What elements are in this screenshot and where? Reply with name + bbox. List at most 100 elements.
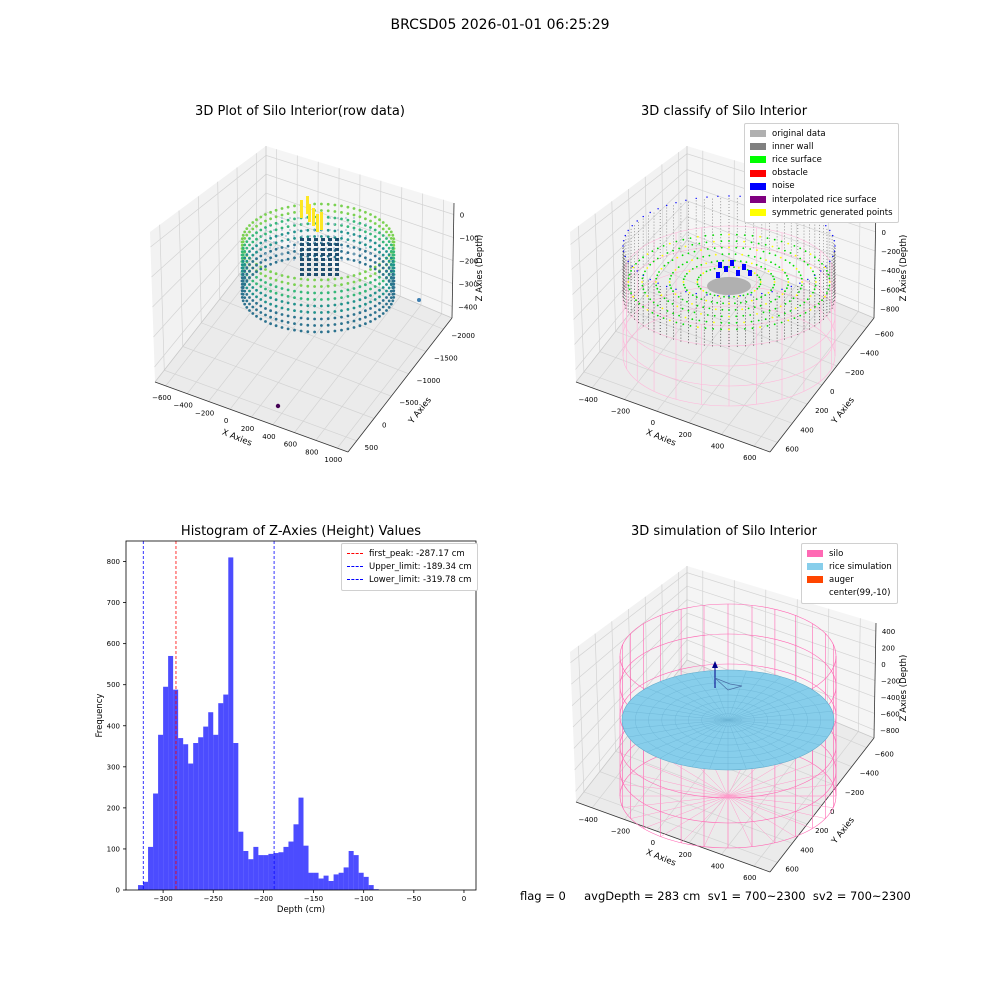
histogram-bar bbox=[143, 881, 149, 890]
rice-surface-point bbox=[668, 319, 671, 322]
rice-surface-point bbox=[632, 266, 635, 269]
raw-point bbox=[385, 243, 388, 247]
raw-point bbox=[333, 316, 337, 320]
noise-point bbox=[685, 291, 687, 293]
z-tick-label: 0 bbox=[882, 229, 886, 237]
rice-surface-point bbox=[666, 252, 669, 254]
raw-point bbox=[241, 253, 245, 257]
raw-point bbox=[269, 315, 272, 319]
raw-point bbox=[369, 229, 371, 231]
rice-surface-point bbox=[750, 241, 753, 244]
raw-point bbox=[392, 282, 396, 286]
rice-surface-point bbox=[656, 314, 659, 317]
noise-point bbox=[790, 285, 792, 288]
raw-point bbox=[326, 278, 330, 282]
x-tick-label: −100 bbox=[354, 895, 373, 903]
raw-point bbox=[259, 254, 263, 258]
raw-point bbox=[255, 237, 258, 241]
rice-surface-point bbox=[681, 298, 684, 301]
histogram-bar bbox=[178, 738, 184, 890]
rice-surface-point bbox=[795, 267, 798, 270]
rice-surface-point bbox=[684, 245, 687, 248]
raw-point bbox=[248, 224, 251, 227]
raw-point bbox=[392, 237, 396, 241]
raw-point bbox=[280, 226, 284, 230]
raw-point bbox=[241, 285, 245, 289]
silo-wire bbox=[727, 763, 813, 797]
noise-point bbox=[631, 225, 633, 227]
histogram-bar bbox=[168, 655, 174, 890]
auger-marker bbox=[712, 661, 718, 668]
raw-point bbox=[326, 310, 330, 314]
raw-point bbox=[320, 298, 323, 301]
raw-point bbox=[243, 282, 247, 286]
raw-point bbox=[306, 228, 310, 232]
raw-point bbox=[240, 282, 244, 286]
rice-mesh bbox=[727, 719, 747, 770]
rice-surface-point bbox=[759, 235, 761, 238]
raw-point bbox=[293, 276, 296, 280]
noise-point bbox=[833, 240, 836, 242]
raw-point bbox=[307, 268, 311, 271]
rice-surface-point bbox=[688, 270, 691, 273]
rice-surface-point bbox=[695, 296, 698, 299]
rice-surface-point bbox=[770, 300, 772, 303]
rice-surface-point bbox=[728, 259, 730, 262]
raw-point bbox=[281, 253, 283, 255]
raw-point bbox=[314, 268, 318, 271]
rice-surface-point bbox=[720, 321, 723, 324]
raw-point bbox=[300, 258, 304, 261]
rice-surface-point bbox=[757, 242, 760, 245]
silo-wire bbox=[630, 795, 729, 819]
rice-surface-point bbox=[753, 306, 756, 309]
noise-point bbox=[717, 195, 719, 197]
raw-point bbox=[240, 292, 244, 296]
rice-surface-point bbox=[736, 328, 738, 331]
rice-surface-point bbox=[674, 293, 677, 295]
raw-point bbox=[364, 243, 367, 247]
raw-point bbox=[313, 229, 315, 231]
rice-mesh bbox=[727, 719, 765, 768]
z-tick-label: −800 bbox=[880, 727, 899, 735]
raw-point bbox=[340, 289, 343, 293]
silo-wire bbox=[727, 795, 813, 829]
raw-point bbox=[333, 223, 335, 225]
raw-point bbox=[320, 304, 323, 308]
raw-point bbox=[387, 293, 391, 296]
rice-surface-point bbox=[756, 313, 758, 315]
raw-point bbox=[251, 292, 255, 296]
raw-point bbox=[280, 319, 284, 323]
raw-point bbox=[269, 302, 272, 306]
rice-surface-point bbox=[779, 256, 782, 259]
raw-point bbox=[333, 259, 335, 261]
rice-surface-point bbox=[765, 259, 767, 261]
histogram-bar bbox=[318, 878, 324, 890]
silo-wire bbox=[680, 795, 729, 844]
rice-surface-point bbox=[809, 253, 812, 256]
raw-point bbox=[321, 243, 325, 246]
rice-surface-point bbox=[774, 298, 777, 301]
y-tick-label: 600 bbox=[785, 445, 798, 453]
rice-surface-point bbox=[759, 326, 761, 329]
raw-point bbox=[358, 247, 362, 251]
raw-point bbox=[274, 285, 278, 289]
raw-point bbox=[306, 310, 310, 314]
raw-point bbox=[299, 297, 303, 300]
histogram-bar bbox=[288, 841, 294, 890]
z-tick-label: −100 bbox=[459, 235, 478, 243]
raw-point bbox=[373, 285, 377, 288]
raw-point bbox=[340, 250, 343, 253]
raw-point bbox=[240, 237, 244, 241]
noise-point bbox=[622, 250, 625, 252]
rice-surface-point bbox=[700, 298, 703, 300]
x-tick-label: −250 bbox=[204, 895, 223, 903]
rice-surface-point bbox=[689, 237, 692, 240]
raw-point bbox=[321, 273, 325, 276]
raw-point bbox=[364, 283, 367, 287]
rice-surface-point bbox=[681, 254, 684, 257]
raw-point bbox=[297, 217, 299, 219]
rice-surface-point bbox=[800, 277, 803, 280]
raw-point bbox=[241, 299, 245, 303]
raw-point bbox=[346, 282, 350, 285]
raw-point bbox=[269, 262, 272, 266]
